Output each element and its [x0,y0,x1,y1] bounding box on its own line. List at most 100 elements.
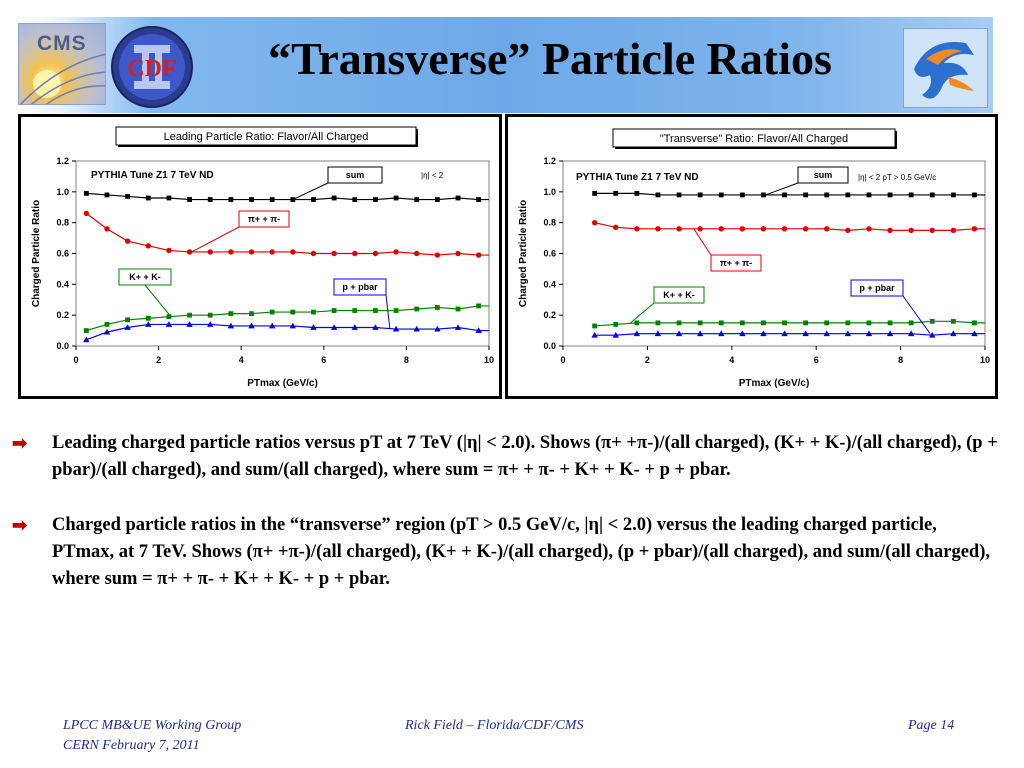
data-point-series [591,219,598,226]
y-tick-label: 0.8 [543,218,556,228]
callout-label: K+ + K- [663,290,695,300]
data-point-sum [331,195,337,201]
data-point-p-pbar [844,330,852,337]
data-point-p-pbar [718,330,725,337]
data-point-k-k [83,328,89,333]
footer-page-number: Page 14 [908,718,955,733]
x-tick-label: 2 [645,355,650,365]
data-point-sum [929,192,935,198]
data-point-k-k [866,320,872,326]
data-point-sum [414,197,420,202]
x-tick-label: 8 [898,355,903,365]
data-point-series [634,226,640,232]
data-point-sum [166,195,172,201]
footer-date: CERN February 7, 2011 [63,738,200,753]
data-point-k-k [249,311,254,317]
y-tick-label: 1.0 [543,187,556,197]
data-point-series [613,224,619,230]
data-point-series [393,249,399,255]
callout-pointer [693,228,712,256]
data-point-p-pbar [103,328,111,335]
callout-label: p + pbar [342,282,378,292]
footer-group: LPCC MB&UE Working Group [63,718,242,733]
data-point-p-pbar [289,322,297,329]
data-point-p-pbar [351,324,358,330]
data-point-series [475,252,482,258]
data-point-series [352,250,358,257]
cms-logo: CMS [18,23,106,105]
data-point-p-pbar [739,330,746,337]
data-point-sum [373,197,378,202]
data-point-sum [613,190,619,196]
callout-pointer [191,226,240,253]
data-point-sum [187,197,192,202]
data-point-series [331,250,337,257]
data-point-k-k [761,320,766,326]
data-point-sum [655,192,661,198]
data-point-p-pbar [950,330,957,337]
data-point-sum [393,195,399,201]
data-point-k-k [908,320,914,326]
data-point-p-pbar [268,322,276,329]
cdf-logo: CDF [108,25,196,109]
data-point-sum [845,192,851,198]
data-point-p-pbar [434,325,441,332]
data-point-p-pbar [124,324,131,330]
data-point-sum [761,192,766,198]
data-point-series [929,227,935,234]
data-point-sum [352,197,358,202]
callout-pointer [385,294,391,330]
data-point-p-pbar [696,330,704,337]
data-point-sum [739,192,745,198]
data-point-sum [887,192,893,198]
data-point-series [310,250,317,257]
cms-logo-text: CMS [37,32,87,55]
data-point-p-pbar [675,330,683,337]
x-tick-label: 4 [729,355,734,365]
data-point-series [845,227,851,234]
data-point-p-pbar [886,330,894,337]
data-point-sum [866,192,872,198]
arrow-right-icon: ➡ [12,515,28,535]
series-line-sum [594,192,985,196]
y-tick-label: 0.2 [56,310,69,320]
callout-label: sum [346,170,365,180]
data-point-p-pbar [760,330,767,337]
data-point-series [950,227,957,234]
callout-label: p + pbar [859,283,895,293]
data-point-k-k [845,320,851,326]
callout-box [797,166,849,184]
data-point-p-pbar [330,324,338,330]
callout-box [850,279,904,297]
y-axis-label: Charged Particle Ratio [518,200,529,307]
data-point-sum [145,195,151,201]
y-tick-label: 0.2 [543,310,556,320]
bullet-text: Leading charged particle ratios versus p… [52,433,998,480]
data-point-series [248,249,255,255]
eta-cut-annotation: |η| < 2 pT > 0.5 GeV/c [858,173,936,182]
data-point-series [676,226,682,232]
x-tick-label: 6 [321,355,326,365]
y-tick-label: 0.0 [543,341,556,351]
data-point-p-pbar [907,330,915,337]
data-point-k-k [592,323,598,329]
data-point-k-k [676,320,682,326]
cms-burst-icon [19,53,105,104]
data-point-k-k [104,322,110,327]
data-point-sum [908,192,914,198]
data-point-sum [972,192,977,198]
data-point-k-k [434,305,440,310]
data-point-k-k [290,309,296,315]
data-point-k-k [950,318,956,324]
y-tick-label: 0.6 [56,249,69,259]
data-point-k-k [331,308,337,313]
transverse-ratio-chart: 0.0 0.2 0.4 0.6 0.8 1.0 1.2 0 2 4 6 8 10 PTmax (GeV/c… [518,128,990,389]
callout-pointer [292,182,329,200]
data-point-k-k [697,320,703,326]
data-point-series [866,226,872,232]
callout-pointer [630,302,655,324]
data-point-p-pbar [802,330,809,337]
data-point-sum [676,192,682,198]
data-point-k-k [311,309,316,315]
data-point-sum [634,190,640,196]
